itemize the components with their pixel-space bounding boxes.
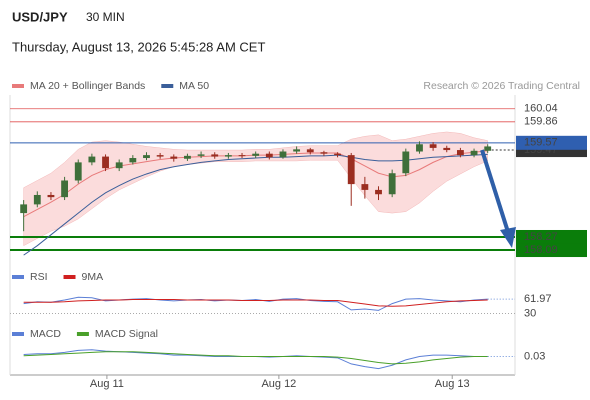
candle-body (47, 194, 55, 198)
y-tick-label: 30 (524, 307, 536, 319)
candle-body (184, 155, 191, 159)
level-label-box (516, 229, 587, 244)
datetime: Thursday, August 13, 2026 5:45:28 AM CET (12, 39, 265, 54)
candle-body (143, 155, 150, 159)
candle-body (129, 158, 137, 163)
candle-body (293, 149, 301, 152)
candle-body (484, 146, 492, 151)
candle-body (61, 180, 69, 198)
candle-body (197, 154, 205, 156)
candle-body (388, 173, 396, 195)
candle-body (320, 152, 328, 154)
last-value-label: 0.03 (524, 350, 545, 362)
legend-label: MACD (30, 328, 61, 340)
candle-body (252, 153, 260, 156)
series-line (23, 153, 488, 256)
candle-body (306, 149, 314, 153)
source: Research © 2026 Trading Central (423, 80, 580, 92)
level-label-box (516, 243, 587, 258)
candle-body (402, 151, 410, 174)
candle-body (334, 153, 341, 156)
candle-body (238, 155, 246, 157)
candle-body (361, 184, 369, 190)
x-tick-label: Aug 11 (90, 378, 124, 390)
candle-body (416, 144, 423, 152)
forecast-arrow (480, 149, 510, 233)
interval: 30 MIN (86, 10, 125, 24)
series-line (23, 299, 488, 307)
level-labels: 160.04159.86159.47159.57158.27158.0961.9… (516, 103, 587, 362)
x-tick-label: Aug 13 (435, 378, 470, 390)
forecast-arrow-head (500, 227, 516, 248)
candle-body (470, 150, 478, 156)
legend-swatch (76, 332, 89, 336)
candle-body (33, 194, 41, 205)
legend-swatch (161, 84, 174, 88)
legend-swatch (12, 332, 24, 336)
candle-body (429, 144, 437, 148)
legend-swatch (63, 275, 76, 279)
legend-swatch (12, 84, 24, 88)
x-tick-label: Aug 12 (261, 378, 296, 390)
level-label: 159.86 (524, 116, 558, 128)
candle-body (224, 155, 232, 157)
level-label: 158.09 (524, 244, 558, 256)
candle-body (375, 189, 382, 195)
legend-label: MA 20 + Bollinger Bands (30, 80, 145, 92)
last-value-label: 61.97 (524, 293, 552, 305)
legend-label: MACD Signal (95, 328, 158, 340)
series-line (23, 351, 488, 365)
candle-body (156, 155, 164, 157)
level-label-box (516, 135, 587, 150)
level-label: 160.04 (524, 103, 558, 115)
candle-body (347, 155, 355, 185)
candle-body (20, 204, 28, 214)
candle-body (265, 153, 273, 158)
level-label: 159.57 (524, 137, 558, 149)
legend-label: 9MA (82, 271, 104, 283)
candle-body (443, 147, 451, 151)
legend-swatch (12, 275, 24, 279)
level-label: 158.27 (524, 231, 558, 243)
candle-body (279, 151, 287, 158)
candle-body (456, 150, 464, 156)
candle-body (211, 154, 219, 157)
candle-body (102, 156, 109, 169)
candle-body (88, 156, 96, 163)
candle-body (74, 162, 82, 181)
symbol: USD/JPY (12, 9, 68, 24)
legend-label: RSI (30, 271, 48, 283)
plot: MA 20 + Bollinger Bands MA 50 RSI 9MA 30 MACD… (10, 80, 536, 390)
legend-label: MA 50 (179, 80, 209, 92)
candle-body (115, 162, 123, 169)
candle-body (170, 156, 178, 159)
